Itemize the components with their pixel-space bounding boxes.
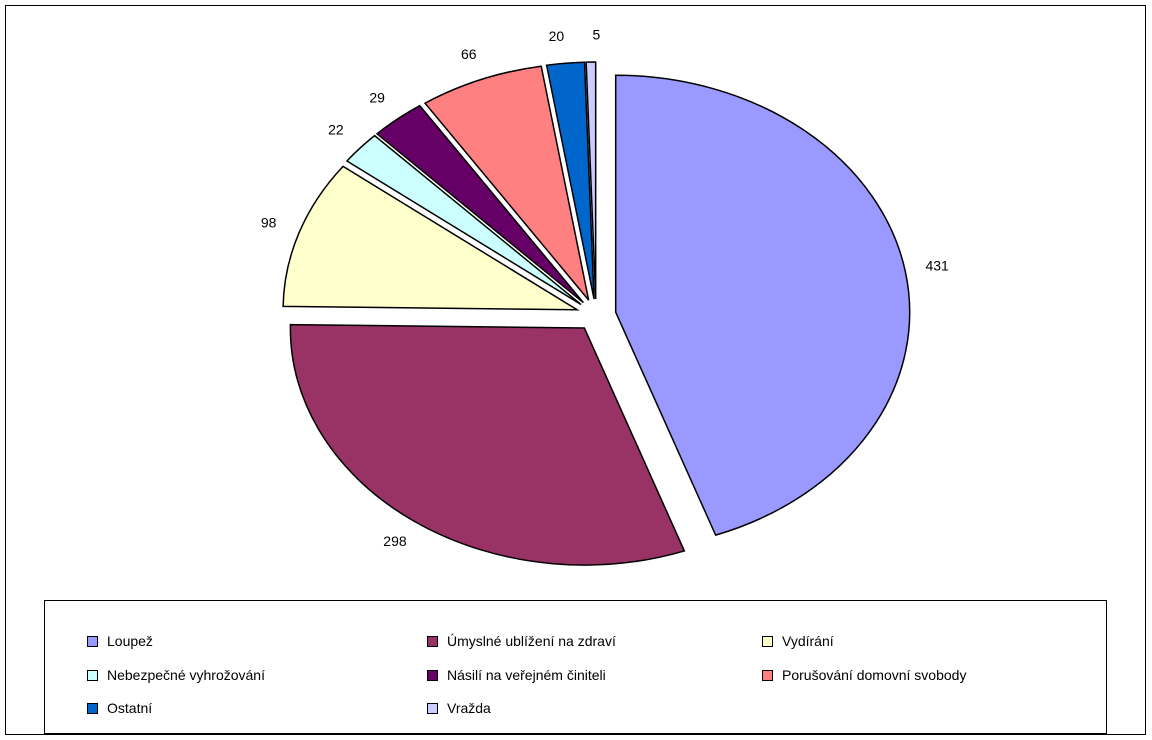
pie-slice-ostatni <box>545 61 595 300</box>
pie-slice-nasili-na-verejnem-ciniteli <box>375 104 584 304</box>
data-label-porusovani-domovni-svobody: 66 <box>461 46 477 62</box>
data-label-vydirani: 98 <box>261 215 277 231</box>
legend-item-ostatni: Ostatní <box>87 700 152 716</box>
pie-slice-nebezpecne-vyhrozovani <box>345 134 582 306</box>
legend-item-umyslne-ublizeni-na-zdravi: Úmyslné ublížení na zdraví <box>427 633 616 649</box>
legend-swatch <box>87 702 98 714</box>
data-label-loupez: 431 <box>925 258 949 274</box>
legend-swatch <box>87 669 98 681</box>
legend-swatch <box>762 635 773 647</box>
legend-label: Násilí na veřejném činiteli <box>447 667 606 683</box>
legend-label: Vražda <box>447 700 491 716</box>
data-label-nebezpecne-vyhrozovani: 22 <box>328 121 344 137</box>
pie-slice-vrazda <box>585 61 597 300</box>
chart-legend: Loupež Úmyslné ublížení na zdraví Vydírání… <box>44 600 1107 734</box>
legend-swatch <box>427 669 438 681</box>
pie-chart: 431 298 98 22 29 66 20 5 <box>261 27 949 566</box>
data-label-vrazda: 5 <box>592 27 600 43</box>
legend-label: Loupež <box>107 633 153 649</box>
legend-item-nasili-na-verejnem-ciniteli: Násilí na veřejném činiteli <box>427 667 606 683</box>
legend-label: Nebezpečné vyhrožování <box>107 667 265 683</box>
legend-swatch <box>762 669 773 681</box>
legend-swatch <box>87 635 98 647</box>
data-label-ostatni: 20 <box>549 28 565 44</box>
legend-item-vydirani: Vydírání <box>762 633 834 649</box>
pie-slice-loupez <box>614 74 911 537</box>
pie-slice-vydirani <box>282 165 580 311</box>
legend-swatch <box>427 635 438 647</box>
legend-label: Úmyslné ublížení na zdraví <box>447 633 616 649</box>
legend-item-vrazda: Vražda <box>427 700 491 716</box>
legend-label: Ostatní <box>107 700 153 716</box>
legend-label: Vydírání <box>782 633 834 649</box>
data-label-umyslne-ublizeni-na-zdravi: 298 <box>383 533 407 549</box>
legend-item-porusovani-domovni-svobody: Porušování domovní svobody <box>762 667 966 683</box>
legend-item-nebezpecne-vyhrozovani: Nebezpečné vyhrožování <box>87 667 265 683</box>
legend-swatch <box>427 702 438 714</box>
pie-slice-umyslne-ublizeni-na-zdravi <box>289 323 686 566</box>
legend-item-loupez: Loupež <box>87 633 153 649</box>
legend-label: Porušování domovní svobody <box>782 667 967 683</box>
pie-slice-porusovani-domovni-svobody <box>423 65 590 301</box>
data-label-nasili-na-verejnem-ciniteli: 29 <box>369 89 385 105</box>
